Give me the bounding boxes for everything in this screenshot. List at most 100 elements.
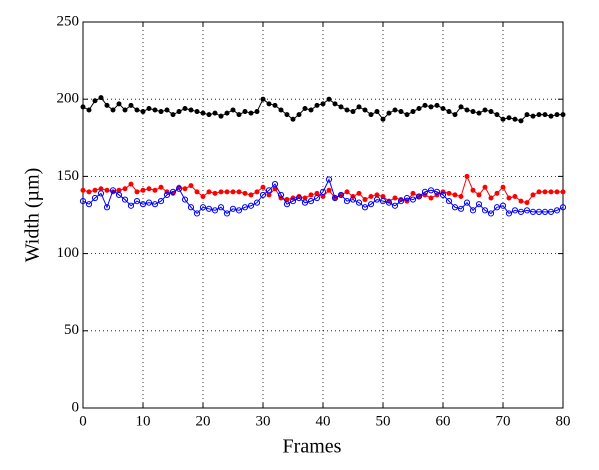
data-point [493, 204, 501, 211]
x-tick-label: 20 [196, 413, 211, 429]
data-point [163, 191, 171, 199]
data-point [446, 109, 452, 115]
data-point [98, 95, 104, 101]
data-point [79, 198, 87, 205]
data-point [524, 200, 530, 206]
data-point [416, 105, 422, 111]
data-point [380, 193, 386, 199]
data-point [536, 112, 542, 118]
x-tick-label: 0 [79, 413, 87, 429]
x-axis-label: Frames [283, 436, 342, 458]
data-point [260, 184, 266, 190]
data-point [152, 107, 158, 113]
data-point [488, 109, 494, 115]
data-point [482, 184, 488, 190]
data-point [458, 193, 464, 199]
data-point [452, 192, 458, 198]
data-point [146, 105, 152, 111]
x-tick-label: 60 [436, 413, 451, 429]
data-point [187, 204, 195, 211]
data-point [530, 192, 536, 198]
data-point [80, 104, 86, 110]
data-point [404, 112, 410, 118]
data-point [541, 208, 549, 216]
data-point [169, 188, 177, 195]
data-point [205, 205, 213, 212]
y-tick-label: 200 [57, 91, 80, 107]
data-point [326, 187, 332, 193]
data-point [464, 173, 470, 179]
data-point [284, 112, 290, 118]
data-point [379, 198, 387, 205]
data-point [122, 107, 128, 113]
data-point [356, 104, 362, 110]
data-point [116, 187, 122, 193]
data-point [98, 186, 104, 192]
y-tick-label: 250 [57, 13, 80, 29]
data-point [337, 191, 345, 199]
data-point [548, 189, 554, 195]
data-point [253, 199, 261, 206]
x-tick-label: 70 [496, 413, 511, 429]
data-point [428, 195, 434, 201]
data-point [218, 189, 224, 195]
data-point [344, 107, 350, 113]
data-point [212, 110, 218, 116]
data-point [181, 196, 189, 203]
data-point [494, 112, 500, 118]
data-point [109, 187, 117, 194]
data-point [421, 188, 429, 195]
data-point [91, 194, 99, 202]
data-point [134, 189, 140, 195]
data-point [433, 188, 441, 195]
data-point [134, 107, 140, 113]
data-point [145, 199, 153, 206]
data-point [92, 98, 98, 104]
data-point [176, 109, 182, 115]
data-point [265, 187, 273, 194]
data-point [553, 207, 561, 214]
x-tick-label: 80 [556, 413, 571, 429]
data-point [80, 187, 86, 193]
x-tick-label: 40 [316, 413, 331, 429]
data-point [116, 101, 122, 107]
data-point [115, 191, 123, 199]
data-point [542, 189, 548, 195]
data-point [92, 187, 98, 193]
data-point [392, 195, 398, 201]
data-point [523, 207, 531, 214]
data-point [481, 207, 489, 214]
data-point [224, 189, 230, 195]
data-point [230, 107, 236, 113]
data-point [368, 112, 374, 118]
data-point [248, 192, 254, 198]
data-point [217, 204, 225, 211]
data-point [254, 189, 260, 195]
data-point [283, 201, 291, 208]
data-point [139, 201, 147, 208]
data-point [380, 116, 386, 122]
data-point [325, 176, 333, 183]
data-point [446, 190, 452, 196]
data-point [511, 207, 519, 214]
data-point [452, 112, 458, 118]
data-point [277, 191, 285, 199]
data-point [236, 189, 242, 195]
data-point [349, 196, 357, 203]
data-point [140, 109, 146, 115]
data-point [266, 101, 272, 107]
data-point [200, 110, 206, 116]
data-point [488, 195, 494, 201]
data-point [470, 187, 476, 193]
data-point [158, 184, 164, 190]
data-point [482, 107, 488, 113]
data-point [188, 183, 194, 189]
data-point [158, 109, 164, 115]
data-point [560, 112, 566, 118]
data-point [463, 199, 471, 206]
x-tick-label: 10 [136, 413, 151, 429]
data-point [535, 208, 543, 216]
data-point [308, 107, 314, 113]
data-point [86, 189, 92, 195]
